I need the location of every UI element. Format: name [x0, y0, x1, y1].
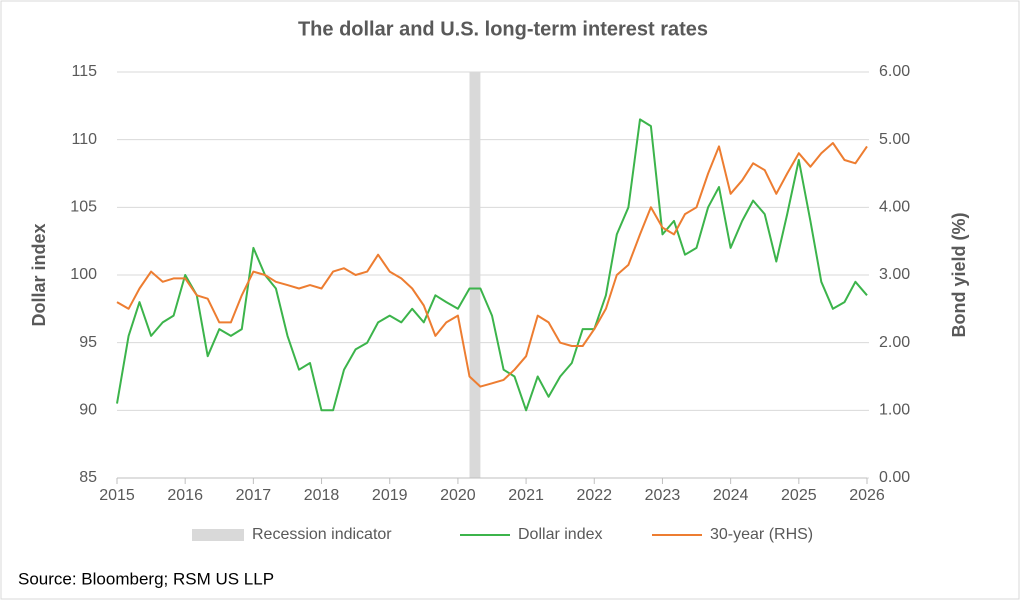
x-tick-label: 2023 [645, 487, 681, 504]
y2-tick-label: 3.00 [879, 266, 910, 283]
y-tick-label: 100 [70, 266, 97, 283]
y-tick-label: 95 [79, 334, 97, 351]
y-tick-label: 115 [71, 63, 97, 80]
y2-tick-label: 2.00 [879, 334, 910, 351]
x-tick-label: 2016 [167, 487, 203, 504]
legend-label: Dollar index [518, 526, 602, 543]
legend-swatch [192, 529, 244, 541]
series-line [116, 142, 868, 388]
y2-tick-label: 1.00 [879, 402, 910, 419]
y-tick-label: 110 [71, 131, 97, 148]
legend-label: Recession indicator [252, 526, 392, 543]
x-tick-label: 2021 [508, 487, 544, 504]
legend-label: 30-year (RHS) [710, 526, 813, 543]
y2-tick-label: 4.00 [879, 199, 910, 216]
y2-tick-label: 6.00 [879, 63, 910, 80]
x-tick-label: 2025 [781, 487, 817, 504]
x-tick-label: 2020 [440, 487, 476, 504]
x-tick-label: 2018 [304, 487, 340, 504]
series-line [116, 118, 868, 412]
y-tick-label: 90 [79, 402, 97, 419]
x-tick-label: 2024 [713, 487, 749, 504]
y2-tick-label: 5.00 [879, 131, 910, 148]
y-tick-label: 85 [79, 469, 97, 486]
x-tick-label: 2015 [99, 487, 135, 504]
x-tick-label: 2022 [576, 487, 612, 504]
y2-tick-label: 0.00 [879, 469, 910, 486]
x-tick-label: 2026 [849, 487, 885, 504]
x-tick-label: 2017 [236, 487, 272, 504]
source-note: Source: Bloomberg; RSM US LLP [18, 569, 274, 588]
recession-band [469, 72, 481, 478]
chart-title: The dollar and U.S. long-term interest r… [298, 18, 708, 40]
y-tick-label: 105 [70, 199, 97, 216]
y-axis-title: Dollar index [29, 223, 49, 326]
y2-axis-title: Bond yield (%) [949, 212, 969, 337]
x-tick-label: 2019 [372, 487, 408, 504]
